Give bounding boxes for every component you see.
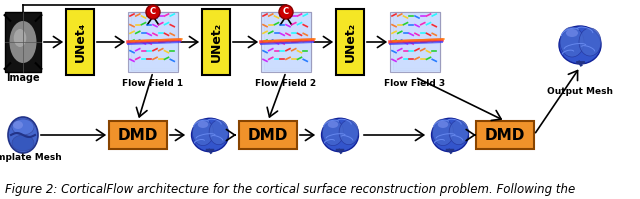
FancyBboxPatch shape: [239, 121, 297, 149]
FancyBboxPatch shape: [390, 12, 440, 72]
Ellipse shape: [198, 121, 208, 128]
Ellipse shape: [191, 118, 228, 152]
Text: DMD: DMD: [118, 128, 158, 142]
Ellipse shape: [8, 117, 38, 153]
Text: DMD: DMD: [248, 128, 288, 142]
FancyBboxPatch shape: [131, 12, 178, 70]
Ellipse shape: [321, 118, 358, 152]
FancyBboxPatch shape: [66, 9, 94, 75]
Text: Flow Field 1: Flow Field 1: [122, 79, 184, 89]
Text: Template Mesh: Template Mesh: [0, 153, 61, 163]
Text: Figure 2: CorticalFlow architecture for the cortical surface reconstruction prob: Figure 2: CorticalFlow architecture for …: [5, 183, 575, 196]
FancyBboxPatch shape: [128, 12, 178, 72]
Ellipse shape: [12, 135, 34, 151]
Ellipse shape: [193, 119, 214, 145]
Ellipse shape: [12, 119, 34, 135]
Text: Output Mesh: Output Mesh: [547, 88, 613, 97]
FancyBboxPatch shape: [202, 9, 230, 75]
Text: Flow Field 3: Flow Field 3: [385, 79, 445, 89]
Ellipse shape: [449, 120, 468, 145]
Ellipse shape: [559, 26, 601, 64]
FancyBboxPatch shape: [393, 12, 440, 70]
FancyBboxPatch shape: [336, 9, 364, 75]
Circle shape: [146, 5, 160, 19]
Ellipse shape: [339, 120, 358, 145]
Ellipse shape: [431, 118, 468, 152]
FancyBboxPatch shape: [134, 12, 178, 68]
Ellipse shape: [579, 28, 601, 56]
Text: C: C: [283, 8, 289, 17]
FancyBboxPatch shape: [264, 12, 311, 70]
Ellipse shape: [10, 21, 36, 63]
Text: C: C: [150, 8, 156, 17]
Ellipse shape: [328, 121, 339, 128]
FancyBboxPatch shape: [267, 12, 311, 68]
Ellipse shape: [433, 119, 454, 145]
Text: UNet₄: UNet₄: [74, 22, 86, 62]
Text: Image: Image: [6, 73, 40, 83]
Ellipse shape: [209, 120, 228, 145]
Text: UNet₂: UNet₂: [209, 22, 223, 62]
Circle shape: [279, 5, 293, 19]
Ellipse shape: [13, 29, 26, 47]
FancyBboxPatch shape: [109, 121, 167, 149]
Ellipse shape: [13, 121, 23, 129]
FancyBboxPatch shape: [396, 12, 440, 68]
Ellipse shape: [560, 27, 584, 57]
Text: Flow Field 2: Flow Field 2: [255, 79, 317, 89]
FancyBboxPatch shape: [5, 12, 41, 72]
Ellipse shape: [438, 121, 448, 128]
FancyBboxPatch shape: [261, 12, 311, 72]
Ellipse shape: [323, 119, 344, 145]
FancyBboxPatch shape: [476, 121, 534, 149]
Text: UNet₂: UNet₂: [344, 22, 356, 62]
Ellipse shape: [566, 29, 578, 37]
Text: DMD: DMD: [485, 128, 525, 142]
